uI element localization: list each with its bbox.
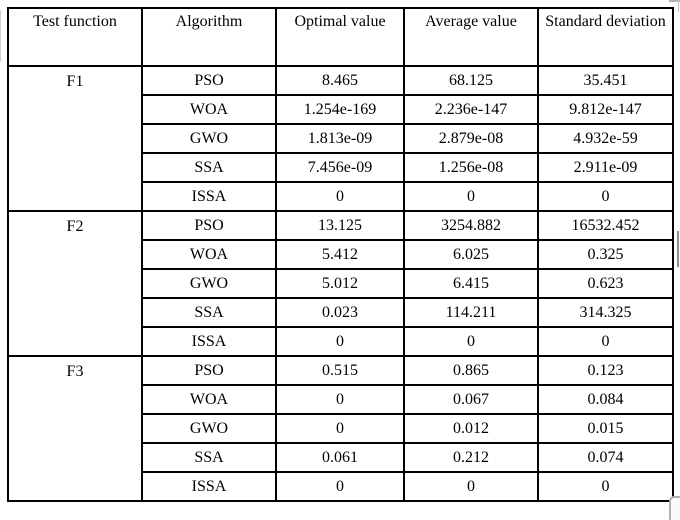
cell-optimal: 7.456e-09 — [275, 152, 405, 183]
crop-artifact-left-edge — [0, 10, 1, 62]
column-header-standard-deviation: Standard deviation — [537, 7, 674, 67]
cell-algorithm: SSA — [141, 152, 277, 183]
cell-std: 2.911e-09 — [537, 152, 674, 183]
table-row: F1 PSO 8.465 68.125 35.451 — [7, 65, 674, 212]
cell-std: 0 — [537, 471, 674, 502]
cell-optimal: 0.515 — [275, 355, 405, 386]
crop-artifact-corner-handle — [669, 496, 680, 520]
cell-average: 114.211 — [403, 297, 539, 328]
cell-std: 0.074 — [537, 442, 674, 473]
cell-average: 1.256e-08 — [403, 152, 539, 183]
function-cell-f2: F2 — [7, 210, 143, 357]
crop-artifact-right-mark — [677, 231, 679, 267]
cell-average: 2.879e-08 — [403, 123, 539, 154]
cell-algorithm: WOA — [141, 94, 277, 125]
results-table-container: Test function Algorithm Optimal value Av… — [7, 7, 674, 502]
cell-algorithm: GWO — [141, 413, 277, 444]
function-cell-f3: F3 — [7, 355, 143, 502]
cell-algorithm: WOA — [141, 239, 277, 270]
cell-std: 9.812e-147 — [537, 94, 674, 125]
cell-std: 0.325 — [537, 239, 674, 270]
cell-std: 0.015 — [537, 413, 674, 444]
table-row: WOA 5.412 6.025 0.325 — [8, 239, 674, 270]
cell-optimal: 0 — [275, 326, 405, 357]
cell-average: 6.415 — [403, 268, 539, 299]
cell-std: 0.084 — [537, 384, 674, 415]
cell-std: 0.623 — [537, 268, 674, 299]
cell-optimal: 0.061 — [275, 442, 405, 473]
table-row: F3 PSO 0.515 0.865 0.123 — [7, 355, 674, 502]
cell-algorithm: GWO — [141, 268, 277, 299]
cell-optimal: 1.813e-09 — [275, 123, 405, 154]
cell-optimal: 0 — [275, 413, 405, 444]
cell-std: 0 — [537, 181, 674, 212]
cell-algorithm: SSA — [141, 442, 277, 473]
table-row: SSA 0.061 0.212 0.074 — [8, 442, 674, 473]
table-row: SSA 7.456e-09 1.256e-08 2.911e-09 — [8, 152, 674, 183]
cell-std: 0.123 — [537, 355, 674, 386]
table-row: SSA 0.023 114.211 314.325 — [8, 297, 674, 328]
column-header-optimal-value: Optimal value — [275, 7, 405, 67]
column-header-test-function: Test function — [7, 7, 143, 67]
crop-artifact-top-right-edge — [678, 0, 679, 12]
cell-optimal: 13.125 — [275, 210, 405, 241]
cell-algorithm: PSO — [141, 210, 277, 241]
cell-std: 0 — [537, 326, 674, 357]
cell-average: 2.236e-147 — [403, 94, 539, 125]
cell-average: 68.125 — [403, 65, 539, 96]
cell-average: 0.012 — [403, 413, 539, 444]
cell-optimal: 0.023 — [275, 297, 405, 328]
cell-average: 0 — [403, 326, 539, 357]
cell-optimal: 0 — [275, 181, 405, 212]
cell-average: 0.067 — [403, 384, 539, 415]
cell-std: 35.451 — [537, 65, 674, 96]
table-row: WOA 0 0.067 0.084 — [8, 384, 674, 415]
cell-optimal: 8.465 — [275, 65, 405, 96]
cell-algorithm: SSA — [141, 297, 277, 328]
cell-algorithm: WOA — [141, 384, 277, 415]
cell-optimal: 5.012 — [275, 268, 405, 299]
table-row: GWO 1.813e-09 2.879e-08 4.932e-59 — [8, 123, 674, 154]
table-row: GWO 0 0.012 0.015 — [8, 413, 674, 444]
cell-algorithm: ISSA — [141, 181, 277, 212]
column-header-average-value: Average value — [403, 7, 539, 67]
cell-optimal: 1.254e-169 — [275, 94, 405, 125]
cell-optimal: 5.412 — [275, 239, 405, 270]
table-row: ISSA 0 0 0 — [8, 181, 674, 212]
header-row: Test function Algorithm Optimal value Av… — [7, 7, 674, 67]
cell-algorithm: PSO — [141, 65, 277, 96]
table-row: ISSA 0 0 0 — [8, 326, 674, 357]
cell-algorithm: ISSA — [141, 326, 277, 357]
cell-average: 0 — [403, 181, 539, 212]
cell-algorithm: PSO — [141, 355, 277, 386]
table-row: F2 PSO 13.125 3254.882 16532.452 — [7, 210, 674, 357]
cell-algorithm: ISSA — [141, 471, 277, 502]
table-row: GWO 5.012 6.415 0.623 — [8, 268, 674, 299]
cell-average: 6.025 — [403, 239, 539, 270]
cell-average: 0 — [403, 471, 539, 502]
function-cell-f1: F1 — [7, 65, 143, 212]
column-header-algorithm: Algorithm — [141, 7, 277, 67]
crop-artifact-top-right-tick — [669, 0, 680, 2]
cell-average: 0.212 — [403, 442, 539, 473]
cell-average: 3254.882 — [403, 210, 539, 241]
cell-optimal: 0 — [275, 384, 405, 415]
table-row: WOA 1.254e-169 2.236e-147 9.812e-147 — [8, 94, 674, 125]
table-row: ISSA 0 0 0 — [8, 471, 674, 502]
results-table: Test function Algorithm Optimal value Av… — [7, 7, 674, 502]
cell-std: 4.932e-59 — [537, 123, 674, 154]
cell-algorithm: GWO — [141, 123, 277, 154]
cell-average: 0.865 — [403, 355, 539, 386]
cell-optimal: 0 — [275, 471, 405, 502]
cell-std: 314.325 — [537, 297, 674, 328]
cell-std: 16532.452 — [537, 210, 674, 241]
